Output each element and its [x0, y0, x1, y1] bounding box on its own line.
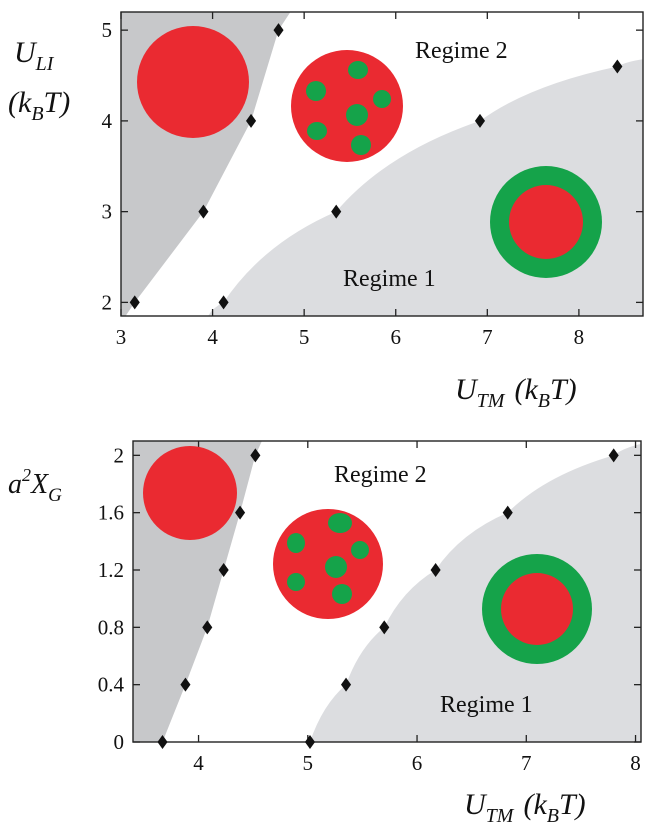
y-tick-label: 4 — [102, 109, 113, 133]
domain-phase-icon — [291, 50, 403, 162]
x-tick-label: 3 — [116, 325, 127, 349]
diamond-marker — [235, 505, 246, 520]
y-axis-label: a2XG — [8, 465, 62, 506]
green-domain — [332, 584, 352, 604]
diamond-marker — [157, 735, 168, 749]
green-domain — [328, 513, 352, 533]
svg-text:(kBT): (kBT) — [8, 86, 70, 125]
y-tick-label: 0 — [114, 730, 125, 754]
regime-2-label: Regime 2 — [415, 38, 508, 64]
diamond-marker — [250, 448, 261, 463]
diamond-marker — [430, 563, 441, 577]
y-axis-ticks: 0 0.4 0.8 1.2 1.6 2 — [98, 443, 641, 754]
x-tick-label: 8 — [630, 751, 641, 775]
green-domain — [306, 81, 326, 101]
diamond-marker — [273, 23, 284, 38]
y-tick-label: 2 — [114, 443, 125, 467]
x-tick-label: 7 — [521, 751, 532, 775]
diamond-marker — [502, 505, 513, 520]
y-tick-label: 0.8 — [98, 615, 124, 639]
green-domain — [307, 122, 327, 140]
x-tick-label: 4 — [193, 751, 204, 775]
core-shell-phase-icon — [490, 166, 602, 278]
diamond-marker — [608, 448, 619, 463]
diamond-marker — [218, 295, 229, 310]
diamond-marker — [474, 113, 486, 128]
x-tick-label: 5 — [303, 751, 314, 775]
x-axis-label: UTM (kBT) — [464, 788, 586, 825]
y-tick-label: 1.2 — [98, 558, 124, 582]
plot-frame — [120, 11, 644, 317]
y-tick-label: 2 — [102, 290, 113, 314]
x-tick-label: 6 — [412, 751, 423, 775]
uniform-phase-icon — [137, 26, 249, 138]
y-tick-label: 3 — [102, 200, 113, 224]
regime-2-label: Regime 2 — [334, 462, 427, 488]
x-axis-ticks: 3 4 5 6 7 8 — [116, 12, 584, 349]
x-tick-label: 5 — [299, 325, 310, 349]
diamond-marker — [246, 113, 257, 128]
svg-text:ULI: ULI — [14, 36, 55, 75]
diamond-marker — [331, 204, 342, 219]
core-shell-phase-icon — [482, 554, 592, 664]
y-tick-label: 1.6 — [98, 501, 124, 525]
green-domain — [351, 541, 369, 559]
diamond-marker — [379, 620, 390, 635]
diamond-marker — [129, 295, 140, 310]
uniform-phase-icon — [143, 446, 237, 540]
y-axis-label: ULI (kBT) — [8, 36, 70, 125]
core-shell-phase-region — [309, 443, 641, 742]
x-tick-label: 4 — [207, 325, 218, 349]
diamond-marker — [198, 204, 209, 219]
x-tick-label: 6 — [390, 325, 401, 349]
diamond-marker — [180, 677, 191, 692]
phase-boundary-markers — [157, 448, 619, 749]
y-axis-ticks: 2 3 4 5 — [102, 18, 643, 314]
diamond-marker — [612, 59, 623, 74]
x-axis-ticks: 4 5 6 7 8 — [193, 441, 641, 775]
green-domain — [325, 556, 347, 578]
green-domain — [351, 135, 371, 155]
diamond-marker — [304, 735, 316, 749]
y-tick-label: 5 — [102, 18, 113, 42]
green-domain — [287, 533, 305, 553]
green-domain — [373, 90, 391, 108]
diamond-marker — [202, 620, 213, 635]
phase-boundary-markers — [129, 23, 623, 310]
domain-phase-icon — [273, 509, 383, 619]
x-axis-label: UTM (kBT) — [455, 373, 577, 412]
green-domain — [287, 573, 305, 591]
diamond-marker — [218, 563, 229, 577]
y-tick-label: 0.4 — [98, 673, 125, 697]
green-domain — [348, 61, 368, 79]
plot-frame — [132, 440, 642, 743]
green-domain — [346, 104, 368, 126]
bottom-phase-diagram: 4 5 6 7 8 0 0.4 0.8 1.2 1.6 2 Regime 2 Regime 1 a… — [8, 440, 642, 825]
x-tick-label: 7 — [482, 325, 493, 349]
x-tick-label: 8 — [574, 325, 585, 349]
diamond-marker — [340, 677, 352, 692]
regime-1-label: Regime 1 — [343, 266, 436, 292]
regime-1-label: Regime 1 — [440, 692, 533, 718]
